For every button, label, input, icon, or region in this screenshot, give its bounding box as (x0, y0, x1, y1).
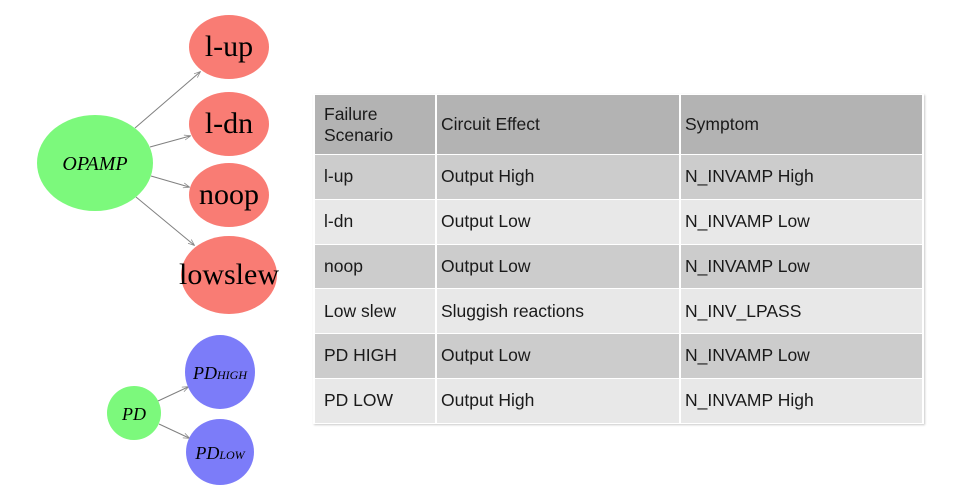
svg-text:OPAMP: OPAMP (62, 153, 127, 175)
svg-text:lowslew: lowslew (179, 258, 279, 291)
svg-text:l-dn: l-dn (205, 107, 253, 140)
svg-text:PD: PD (121, 404, 146, 424)
svg-text:l-up: l-up (205, 30, 253, 63)
svg-text:noop: noop (199, 178, 259, 211)
